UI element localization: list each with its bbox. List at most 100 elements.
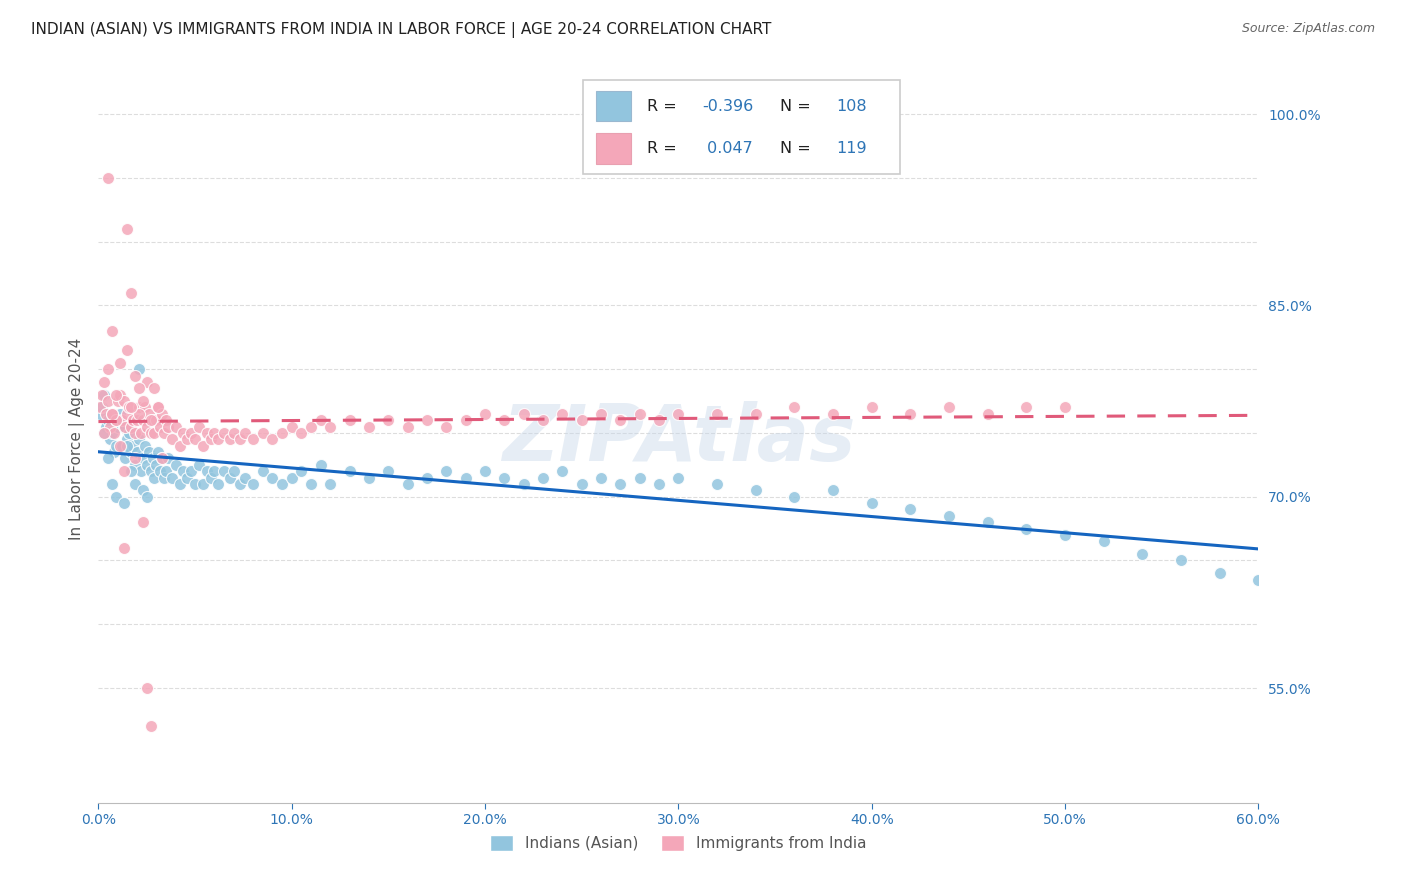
Point	[141, 451, 165, 466]
Point	[124, 458, 146, 472]
Point	[165, 419, 187, 434]
Text: INDIAN (ASIAN) VS IMMIGRANTS FROM INDIA IN LABOR FORCE | AGE 20-24 CORRELATION C: INDIAN (ASIAN) VS IMMIGRANTS FROM INDIA …	[31, 22, 772, 38]
Point	[107, 394, 129, 409]
Point	[160, 433, 183, 447]
Point	[204, 425, 226, 440]
Point	[148, 401, 170, 415]
Point	[120, 445, 142, 459]
Point	[91, 387, 114, 401]
Point	[148, 401, 170, 415]
Point	[124, 451, 146, 466]
Point	[191, 439, 214, 453]
Point	[127, 445, 149, 459]
Point	[200, 433, 222, 447]
Point	[195, 464, 218, 478]
Point	[157, 451, 180, 466]
Point	[309, 413, 332, 427]
Point	[212, 425, 235, 440]
Point	[89, 407, 111, 421]
Point	[117, 439, 139, 453]
Point	[150, 407, 173, 421]
Point	[377, 413, 399, 427]
Point	[97, 170, 120, 185]
Point	[977, 407, 1000, 421]
Point	[180, 464, 202, 478]
Point	[252, 464, 274, 478]
Text: R =: R =	[647, 141, 682, 156]
Point	[112, 496, 135, 510]
Point	[153, 425, 176, 440]
Text: N =: N =	[779, 141, 815, 156]
Point	[120, 419, 142, 434]
Point	[149, 464, 172, 478]
Point	[165, 458, 187, 472]
Point	[128, 407, 150, 421]
Point	[319, 477, 342, 491]
Point	[262, 433, 284, 447]
Legend: Indians (Asian), Immigrants from India: Indians (Asian), Immigrants from India	[484, 829, 873, 857]
Point	[108, 439, 131, 453]
Point	[104, 387, 127, 401]
Point	[132, 394, 155, 409]
Point	[319, 419, 342, 434]
Point	[212, 464, 235, 478]
Point	[93, 425, 115, 440]
Point	[128, 401, 150, 415]
Point	[101, 324, 124, 338]
Point	[91, 401, 114, 415]
Point	[1015, 401, 1038, 415]
Point	[609, 477, 631, 491]
Point	[900, 502, 922, 516]
Point	[494, 470, 516, 484]
Point	[339, 464, 361, 478]
Point	[207, 433, 229, 447]
Point	[219, 433, 242, 447]
Point	[107, 419, 129, 434]
Text: 119: 119	[837, 141, 868, 156]
Point	[169, 477, 191, 491]
Point	[745, 483, 768, 498]
Point	[628, 407, 651, 421]
Point	[436, 464, 458, 478]
Point	[454, 470, 477, 484]
Point	[97, 394, 120, 409]
Point	[108, 356, 131, 370]
Point	[111, 439, 132, 453]
Point	[648, 477, 671, 491]
Point	[252, 425, 274, 440]
Point	[103, 445, 125, 459]
Point	[666, 407, 689, 421]
Point	[436, 419, 458, 434]
Point	[134, 439, 156, 453]
Point	[783, 490, 806, 504]
Point	[745, 407, 768, 421]
Point	[112, 464, 135, 478]
Point	[783, 401, 806, 415]
Point	[1247, 573, 1270, 587]
Point	[143, 381, 166, 395]
Point	[396, 419, 419, 434]
Point	[169, 439, 191, 453]
Point	[103, 425, 125, 440]
Point	[184, 433, 207, 447]
Point	[571, 477, 593, 491]
Point	[104, 490, 127, 504]
Point	[359, 470, 381, 484]
Text: R =: R =	[647, 98, 682, 113]
Point	[114, 419, 136, 434]
Point	[396, 477, 419, 491]
Point	[666, 470, 689, 484]
Point	[132, 515, 155, 529]
Point	[149, 419, 172, 434]
Point	[101, 407, 124, 421]
Point	[706, 477, 728, 491]
Point	[591, 470, 613, 484]
Point	[117, 407, 139, 421]
Point	[97, 451, 120, 466]
Point	[200, 470, 222, 484]
Point	[609, 413, 631, 427]
Point	[112, 419, 135, 434]
Point	[135, 490, 157, 504]
Point	[531, 470, 554, 484]
Point	[474, 464, 496, 478]
